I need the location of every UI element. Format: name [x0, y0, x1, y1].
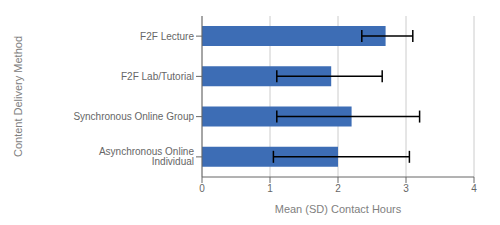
svg-text:2: 2	[335, 183, 341, 194]
svg-text:Mean (SD) Contact Hours: Mean (SD) Contact Hours	[275, 203, 402, 215]
svg-text:0: 0	[199, 183, 205, 194]
svg-text:F2F Lab/Tutorial: F2F Lab/Tutorial	[121, 71, 194, 82]
svg-text:Synchronous Online Group: Synchronous Online Group	[73, 111, 194, 122]
svg-text:F2F Lecture: F2F Lecture	[140, 31, 194, 42]
svg-text:3: 3	[403, 183, 409, 194]
svg-text:4: 4	[471, 183, 477, 194]
svg-text:Content Delivery Method: Content Delivery Method	[12, 36, 24, 157]
svg-text:Asynchronous OnlineIndividual: Asynchronous OnlineIndividual	[99, 146, 194, 167]
svg-text:1: 1	[267, 183, 273, 194]
